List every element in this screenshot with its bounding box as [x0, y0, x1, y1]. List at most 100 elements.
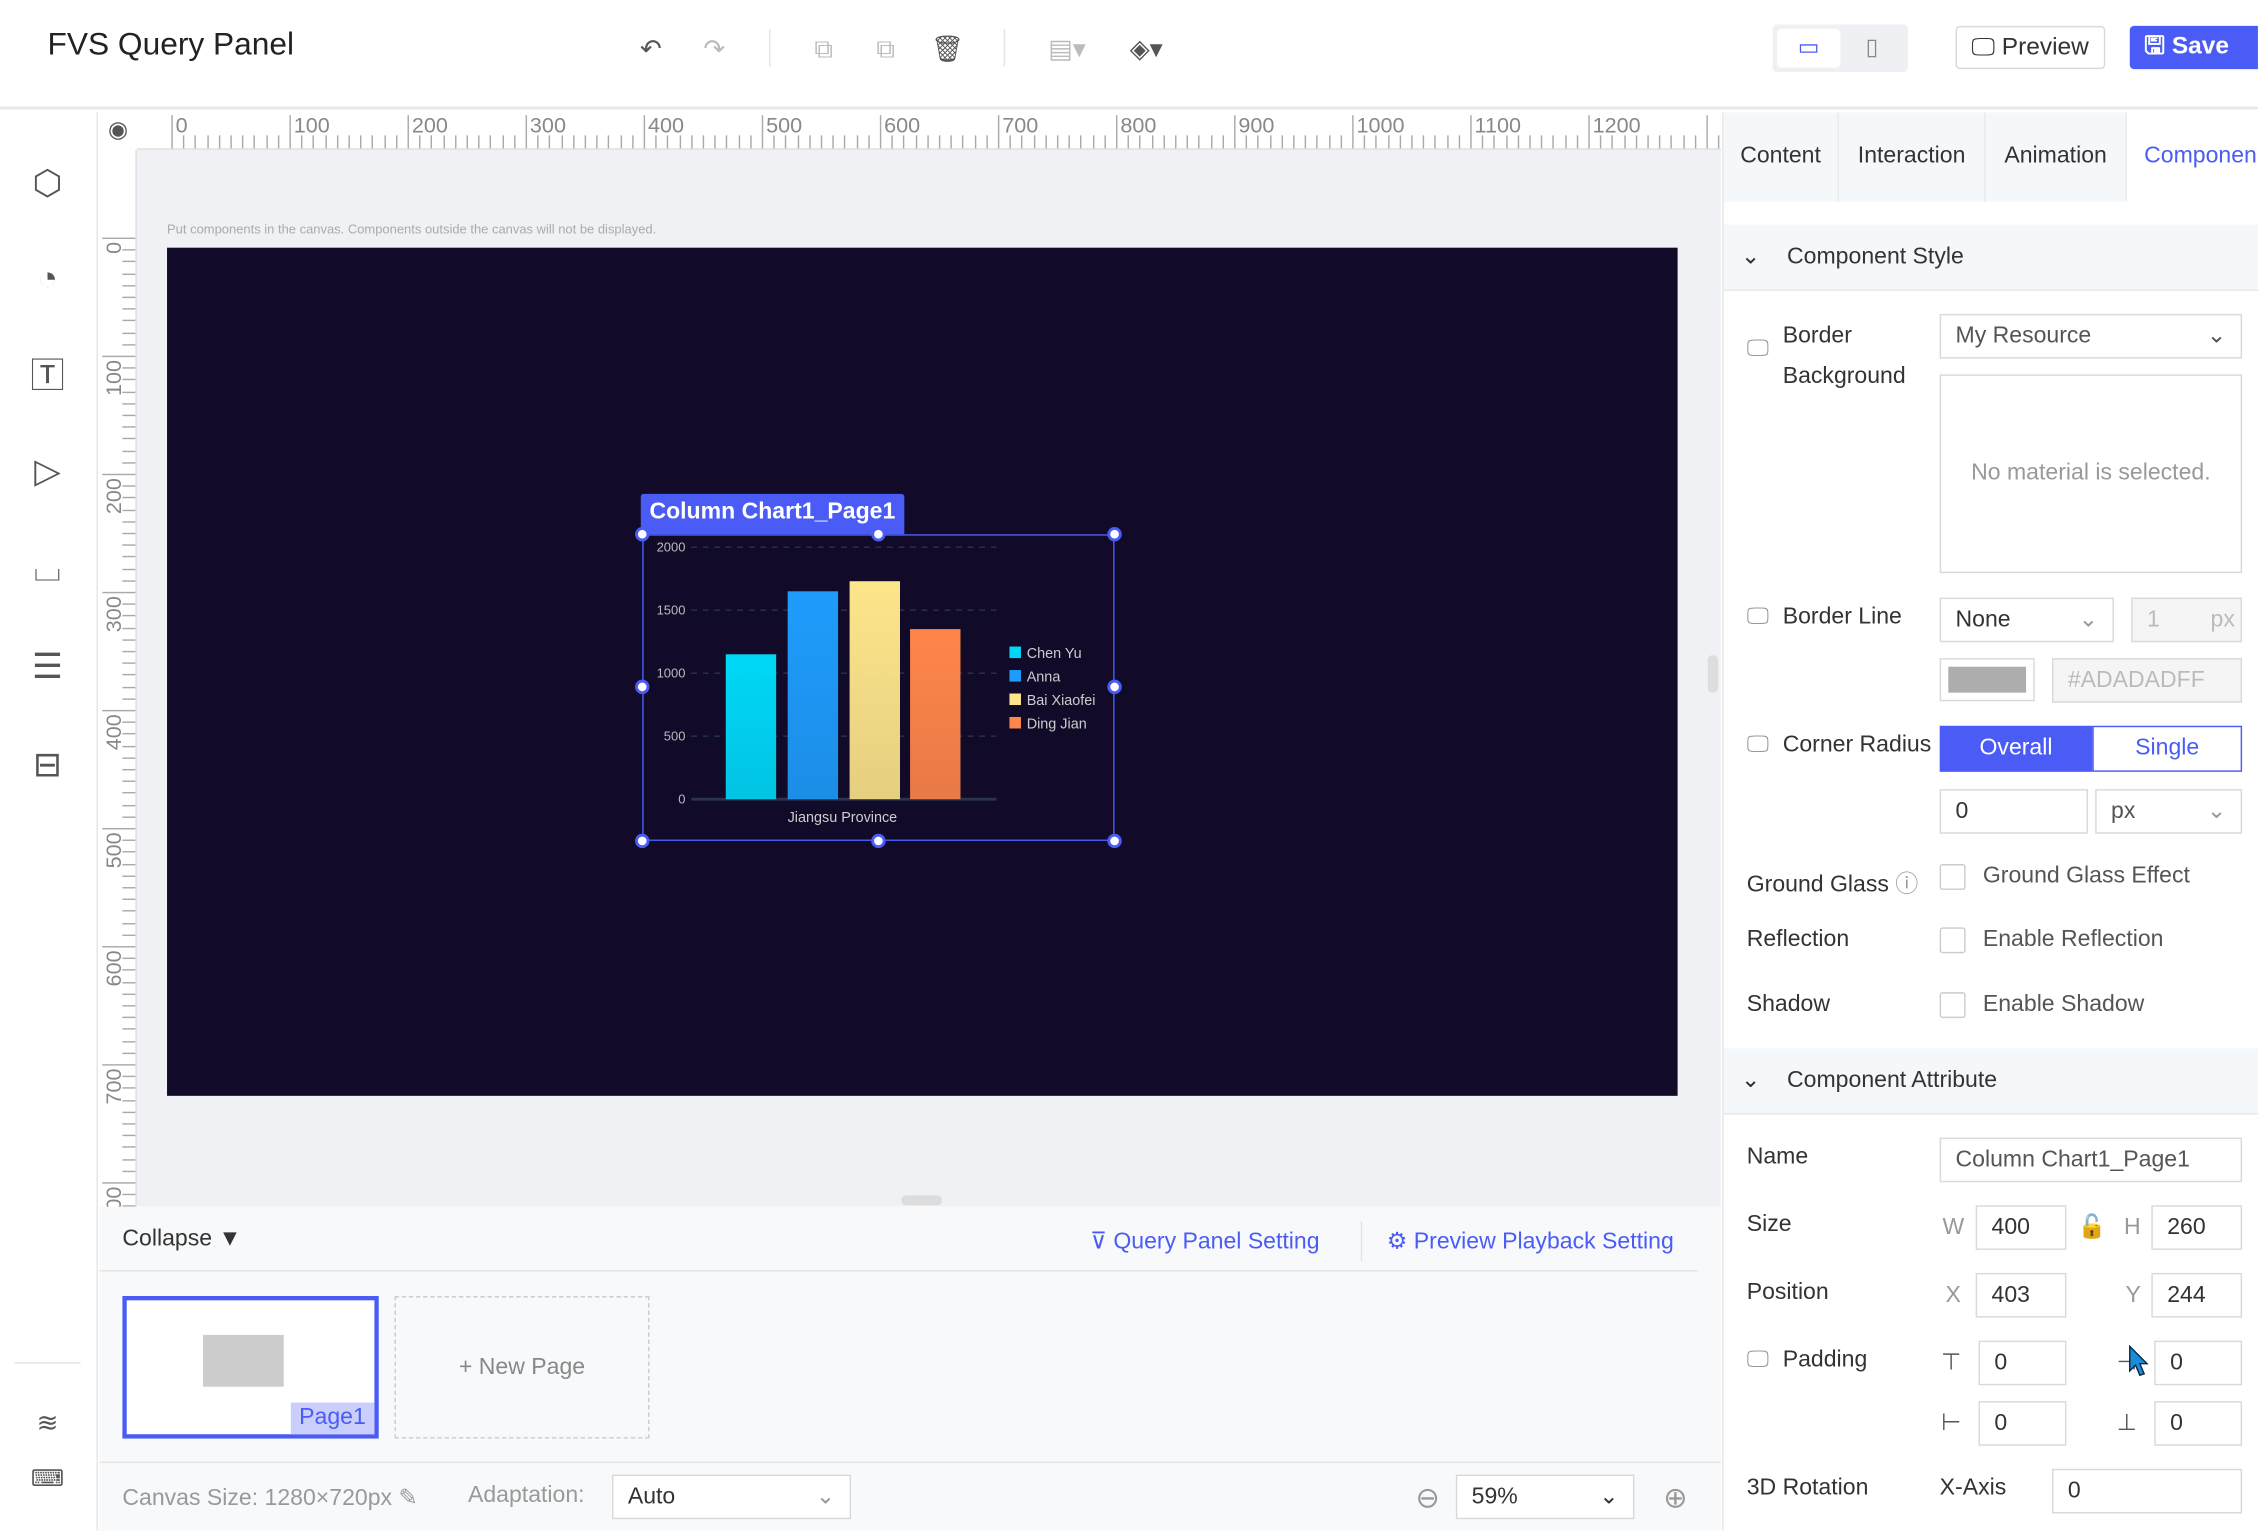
shadow-checkbox[interactable]	[1939, 992, 1966, 1019]
name-input[interactable]: Column Chart1_Page1	[1939, 1137, 2243, 1183]
pie-chart-icon[interactable]: ◔	[37, 259, 58, 299]
material-area[interactable]: No material is selected.	[1939, 374, 2243, 574]
resource-select[interactable]: My Resource ⌄	[1939, 313, 2243, 359]
gear-icon: ⚙	[1386, 1229, 1414, 1255]
width-label: W	[1942, 1215, 1965, 1240]
component-attribute-section[interactable]: ⌄ Component Attribute	[1723, 1048, 2258, 1115]
ruler-tick-label: 500	[102, 832, 127, 869]
resize-handle[interactable]	[1107, 527, 1122, 542]
single-button[interactable]: Single	[2092, 725, 2243, 772]
x-input[interactable]: 403	[1975, 1272, 2067, 1318]
bar-chen-yu	[725, 653, 776, 799]
width-input[interactable]: 400	[1975, 1205, 2067, 1250]
page-thumbnail-page1[interactable]: Page1	[122, 1296, 379, 1439]
save-button[interactable]: 🖫 Save	[2129, 25, 2258, 70]
reflection-checkbox[interactable]	[1939, 927, 1966, 954]
enable-reflection-label: Enable Reflection	[1982, 927, 2164, 952]
padding-left-input[interactable]: 0	[1978, 1401, 2067, 1446]
resize-handle[interactable]	[635, 833, 650, 849]
line-color-input[interactable]: #ADADADFF	[2052, 658, 2243, 703]
ruler-tick-label: 400	[102, 714, 127, 751]
copy-icon[interactable]: ⧉	[814, 34, 833, 64]
legend-swatch	[1008, 645, 1021, 658]
save-label: Save	[2171, 31, 2230, 60]
chevron-down-icon: ⌄	[2206, 799, 2227, 824]
x-axis-input[interactable]: 0	[2052, 1468, 2243, 1514]
inbox-icon[interactable]: ⌴	[33, 550, 62, 589]
horizontal-scrollbar[interactable]	[901, 1195, 942, 1206]
query-panel-setting-link[interactable]: ⊽ Query Panel Setting	[1090, 1229, 1320, 1255]
align-icon[interactable]: ▤▾	[1048, 34, 1086, 64]
cube-icon[interactable]: ⬡	[32, 164, 63, 204]
resize-handle[interactable]	[635, 527, 650, 542]
legend-swatch	[1008, 716, 1021, 728]
radius-input[interactable]: 0	[1939, 789, 2088, 834]
list-icon[interactable]: ☰	[32, 648, 64, 687]
vertical-scrollbar[interactable]	[1707, 655, 1718, 693]
caret-down-icon: ▼	[218, 1226, 242, 1252]
keyboard-icon[interactable]: ⌨	[30, 1467, 65, 1492]
line-width-input[interactable]: 1 px	[2131, 597, 2243, 643]
text-icon[interactable]: 🅃	[30, 357, 65, 397]
selected-component[interactable]: 0 500 1000 1500 2000 Chen Yu Anna Bai Xiaofei Di…	[635, 527, 1122, 849]
ruler-tick-label: 1200	[1592, 113, 1641, 139]
padding-bottom-input[interactable]: 0	[2154, 1401, 2243, 1446]
ruler-tick-label: 700	[1002, 113, 1039, 139]
resize-handle[interactable]	[871, 527, 886, 542]
zoom-in-icon[interactable]: ⊕	[1663, 1483, 1688, 1515]
bar-ding-jian	[909, 628, 960, 799]
ruler-tick-label: 100	[102, 360, 127, 397]
mobile-icon[interactable]: ▯	[1865, 36, 1879, 61]
monitor-icon: 🖵	[1746, 336, 1769, 362]
undo-icon[interactable]: ↶	[640, 34, 662, 64]
chevron-down-icon: ⌄	[2206, 324, 2227, 349]
resize-handle[interactable]	[635, 679, 650, 695]
line-style-select[interactable]: None ⌄	[1939, 597, 2114, 643]
edit-icon[interactable]: ✎	[398, 1486, 418, 1511]
preview-playback-setting-link[interactable]: ⚙ Preview Playback Setting	[1386, 1229, 1674, 1255]
paste-icon[interactable]: ⧉	[876, 34, 895, 64]
height-label: H	[2124, 1215, 2141, 1240]
zoom-out-icon[interactable]: ⊖	[1415, 1483, 1440, 1515]
tab-content[interactable]: Content	[1723, 112, 1839, 202]
layer-icon[interactable]: ◈▾	[1129, 34, 1163, 64]
desktop-icon[interactable]: ▭	[1776, 28, 1841, 68]
collapse-button[interactable]: Collapse ▼	[122, 1226, 242, 1252]
component-style-section[interactable]: ⌄ Component Style	[1723, 224, 2258, 291]
monitor-icon: 🖵	[1746, 604, 1769, 630]
line-color-swatch[interactable]	[1939, 658, 2035, 702]
archive-icon[interactable]: ⊟	[33, 745, 62, 785]
border-line-label: Border Line	[1782, 604, 1902, 630]
status-bar: Canvas Size: 1280×720px ✎ Adaptation: Au…	[99, 1461, 1721, 1531]
overall-button[interactable]: Overall	[1939, 725, 2093, 772]
resize-handle[interactable]	[1107, 679, 1122, 695]
zoom-select[interactable]: 59% ⌄	[1455, 1474, 1635, 1520]
media-icon[interactable]: ▷	[34, 452, 61, 492]
padding-label: Padding	[1782, 1347, 1868, 1373]
height-input[interactable]: 260	[2151, 1205, 2243, 1250]
resize-handle[interactable]	[1107, 833, 1122, 849]
new-page-button[interactable]: + New Page	[394, 1296, 650, 1439]
vertical-ruler: 0 100 200 300 400 500 600 700 800	[99, 149, 137, 1207]
tab-component[interactable]: Componen	[2126, 112, 2258, 202]
y-input[interactable]: 244	[2151, 1272, 2243, 1318]
eye-icon[interactable]: ◉	[99, 112, 137, 150]
preview-button[interactable]: 🖵 Preview	[1955, 25, 2105, 70]
left-sidebar	[0, 112, 98, 1531]
resize-handle[interactable]	[871, 833, 886, 849]
ground-glass-checkbox[interactable]	[1939, 864, 1966, 890]
adaptation-select[interactable]: Auto ⌄	[612, 1474, 852, 1520]
redo-icon[interactable]: ↷	[703, 34, 726, 64]
size-label: Size	[1746, 1212, 1792, 1237]
tab-animation[interactable]: Animation	[1985, 112, 2127, 202]
help-icon[interactable]: ⓘ	[1895, 872, 1919, 898]
tab-interaction[interactable]: Interaction	[1838, 112, 1986, 202]
layers-icon[interactable]: ≋	[36, 1408, 59, 1438]
radius-unit-select[interactable]: px ⌄	[2095, 789, 2243, 834]
ruler-tick-label: 0	[175, 113, 188, 139]
page-panel: Collapse ▼ ⊽ Query Panel Setting ⚙ Previ…	[99, 1206, 1721, 1462]
padding-top-input[interactable]: 0	[1978, 1340, 2067, 1386]
padding-right-input[interactable]: 0	[2154, 1340, 2243, 1386]
delete-icon[interactable]: 🗑	[931, 34, 964, 64]
lock-icon[interactable]: 🔓	[2077, 1215, 2107, 1240]
